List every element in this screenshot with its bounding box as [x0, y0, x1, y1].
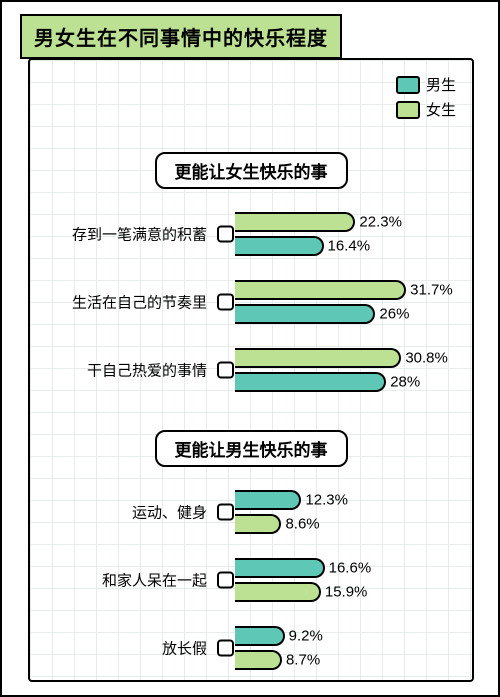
bar-value: 30.8%	[405, 350, 448, 367]
bar-pair: 9.2%8.7%	[235, 626, 472, 670]
bar-value: 15.9%	[325, 584, 368, 601]
row-label: 存到一笔满意的积蓄	[72, 224, 235, 245]
bar-value: 26%	[379, 306, 409, 323]
chart-title-box: 男女生在不同事情中的快乐程度	[20, 14, 342, 59]
row-marker-icon	[217, 226, 234, 243]
row-marker-icon	[217, 294, 234, 311]
bar-value: 12.3%	[305, 492, 348, 509]
bar-female: 30.8%	[235, 348, 401, 368]
chart-section: 更能让女生快乐的事存到一笔满意的积蓄22.3%16.4%生活在自己的节奏里31.…	[30, 152, 472, 411]
chart-panel: 男生 女生 更能让女生快乐的事存到一笔满意的积蓄22.3%16.4%生活在自己的…	[28, 58, 474, 682]
bar-female: 8.7%	[235, 650, 282, 670]
bar-pair: 16.6%15.9%	[235, 558, 472, 602]
row-label: 生活在自己的节奏里	[72, 292, 235, 313]
chart-section: 更能让男生快乐的事运动、健身12.3%8.6%和家人呆在一起16.6%15.9%…	[30, 430, 472, 689]
bar-row: 干自己热爱的事情30.8%28%	[30, 343, 472, 397]
bar-row: 放长假9.2%8.7%	[30, 621, 472, 675]
bar-female: 22.3%	[235, 212, 355, 232]
bar-value: 8.6%	[285, 516, 319, 533]
bar-row: 和家人呆在一起16.6%15.9%	[30, 553, 472, 607]
section-title: 更能让男生快乐的事	[155, 430, 348, 467]
row-label: 和家人呆在一起	[102, 570, 235, 591]
legend-swatch-male	[396, 76, 420, 94]
section-title-wrap: 更能让男生快乐的事	[30, 430, 472, 467]
bar-pair: 30.8% 28%	[235, 348, 472, 392]
chart-card: 男女生在不同事情中的快乐程度 男生 女生 更能让女生快乐的事存到一笔满意的积蓄2…	[0, 0, 500, 697]
bar-male: 16.4%	[235, 236, 324, 256]
legend-label-female: 女生	[426, 99, 456, 120]
bar-row: 存到一笔满意的积蓄22.3%16.4%	[30, 207, 472, 261]
bar-value: 31.7%	[410, 282, 453, 299]
legend-item-female: 女生	[396, 99, 456, 120]
bar-pair: 22.3% 16.4%	[235, 212, 472, 256]
bar-female: 15.9%	[235, 582, 321, 602]
bar-female: 31.7%	[235, 280, 406, 300]
bar-pair: 31.7%26%	[235, 280, 472, 324]
bar-pair: 12.3% 8.6%	[235, 490, 472, 534]
section-title: 更能让女生快乐的事	[155, 152, 348, 189]
row-marker-icon	[217, 640, 234, 657]
bar-male: 16.6%	[235, 558, 325, 578]
chart-title: 男女生在不同事情中的快乐程度	[34, 28, 328, 50]
bar-male: 26%	[235, 304, 375, 324]
bar-value: 16.4%	[328, 238, 371, 255]
bar-female: 8.6%	[235, 514, 281, 534]
legend: 男生 女生	[396, 74, 456, 124]
bar-value: 8.7%	[286, 652, 320, 669]
bar-value: 16.6%	[329, 560, 372, 577]
legend-swatch-female	[396, 101, 420, 119]
legend-label-male: 男生	[426, 74, 456, 95]
bar-male: 12.3%	[235, 490, 301, 510]
row-marker-icon	[217, 504, 234, 521]
row-marker-icon	[217, 572, 234, 589]
bar-row: 生活在自己的节奏里31.7%26%	[30, 275, 472, 329]
bar-male: 9.2%	[235, 626, 285, 646]
row-marker-icon	[217, 362, 234, 379]
section-title-wrap: 更能让女生快乐的事	[30, 152, 472, 189]
bar-value: 9.2%	[289, 628, 323, 645]
row-label: 干自己热爱的事情	[87, 360, 235, 381]
legend-item-male: 男生	[396, 74, 456, 95]
bar-row: 运动、健身12.3%8.6%	[30, 485, 472, 539]
bar-value: 28%	[390, 374, 420, 391]
bar-value: 22.3%	[359, 214, 402, 231]
bar-male: 28%	[235, 372, 386, 392]
